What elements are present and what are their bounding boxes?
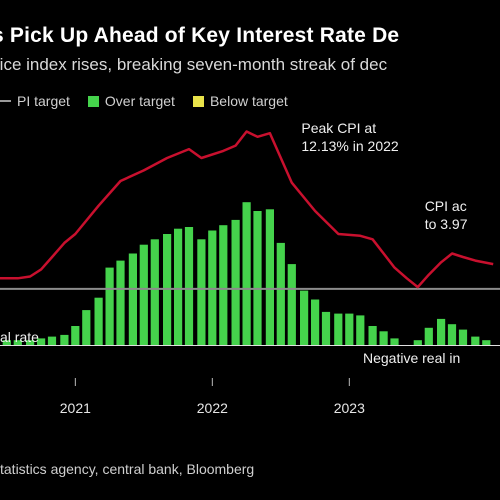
bar-31 bbox=[356, 315, 365, 346]
legend-label-below: Below target bbox=[209, 93, 288, 109]
bar-8 bbox=[94, 297, 103, 346]
bar-11 bbox=[128, 253, 137, 346]
bar-32 bbox=[368, 326, 377, 346]
bar-23 bbox=[265, 209, 274, 346]
bar-0 bbox=[2, 340, 11, 346]
bar-28 bbox=[321, 311, 331, 346]
annotation-1: CPI ac to 3.97 bbox=[425, 198, 468, 232]
bar-7 bbox=[82, 310, 91, 346]
bar-19 bbox=[219, 225, 228, 346]
bar-1 bbox=[13, 340, 22, 346]
bar-21 bbox=[242, 202, 251, 346]
annotation-3-line-0: al rate bbox=[0, 329, 39, 345]
bar-37 bbox=[424, 327, 433, 346]
bar-2 bbox=[26, 340, 35, 346]
x-tick-label-0: 2021 bbox=[60, 400, 91, 416]
bar-25 bbox=[287, 264, 296, 346]
legend-label-target: PI target bbox=[17, 93, 70, 109]
bar-41 bbox=[471, 336, 480, 346]
bar-15 bbox=[174, 228, 183, 346]
annotation-1-line-1: to 3.97 bbox=[425, 216, 468, 232]
bar-42 bbox=[482, 340, 491, 346]
bar-24 bbox=[276, 242, 285, 346]
x-tick-label-1: 2022 bbox=[197, 400, 228, 416]
bar-39 bbox=[447, 324, 457, 346]
legend-item-over: Over target bbox=[87, 93, 175, 109]
bar-13 bbox=[150, 239, 159, 346]
bar-33 bbox=[379, 331, 388, 346]
legend-swatch-over bbox=[87, 95, 99, 107]
source-note: tatistics agency, central bank, Bloomber… bbox=[0, 461, 255, 477]
bar-9 bbox=[105, 267, 114, 346]
bar-29 bbox=[334, 313, 343, 346]
bar-10 bbox=[116, 260, 125, 346]
annotation-3: al rate bbox=[0, 329, 39, 345]
annotation-1-line-0: CPI ac bbox=[425, 198, 467, 214]
x-tick-label-2: 2023 bbox=[334, 400, 365, 416]
annotation-2-line-0: Negative real in bbox=[363, 350, 460, 366]
bar-22 bbox=[253, 211, 262, 346]
bar-6 bbox=[71, 326, 80, 346]
bar-26 bbox=[300, 290, 309, 346]
legend-swatch-target bbox=[0, 100, 11, 102]
bar-40 bbox=[458, 329, 468, 346]
chart-subtitle: rice index rises, breaking seven-month s… bbox=[0, 55, 388, 74]
bar-38 bbox=[437, 318, 446, 346]
bar-30 bbox=[345, 313, 354, 346]
bar-20 bbox=[231, 219, 240, 346]
legend-item-below: Below target bbox=[192, 93, 288, 109]
chart-title: s Pick Up Ahead of Key Interest Rate De bbox=[0, 24, 400, 47]
legend-label-over: Over target bbox=[104, 93, 175, 109]
annotation-0: Peak CPI at 12.13% in 2022 bbox=[301, 120, 399, 154]
bar-4 bbox=[47, 336, 57, 346]
bar-16 bbox=[184, 227, 194, 346]
annotation-2: Negative real in bbox=[363, 350, 460, 366]
bar-5 bbox=[60, 334, 69, 346]
bar-27 bbox=[311, 299, 320, 346]
bar-36 bbox=[413, 340, 422, 346]
cpi-line bbox=[0, 130, 494, 289]
bar-12 bbox=[139, 244, 148, 346]
legend-swatch-below bbox=[192, 95, 204, 107]
bar-3 bbox=[37, 338, 46, 346]
legend-item-target: PI target bbox=[0, 93, 70, 109]
legend: PI target Over target Below target bbox=[0, 93, 306, 109]
bar-34 bbox=[390, 338, 399, 346]
annotation-0-line-0: Peak CPI at bbox=[301, 120, 376, 136]
bar-17 bbox=[197, 239, 206, 346]
annotation-0-line-1: 12.13% in 2022 bbox=[301, 138, 399, 154]
